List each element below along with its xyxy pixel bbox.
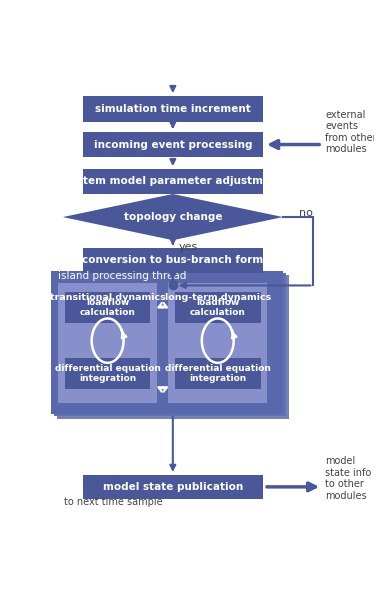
Text: differential equation
integration: differential equation integration	[165, 364, 271, 383]
Text: island processing thread: island processing thread	[58, 271, 187, 281]
Bar	[65, 292, 150, 323]
Text: incoming event processing: incoming event processing	[94, 140, 252, 149]
Text: no: no	[299, 208, 313, 218]
Text: system model parameter adjustment: system model parameter adjustment	[64, 176, 282, 187]
Bar	[83, 132, 263, 157]
Bar	[83, 248, 263, 272]
Bar	[83, 96, 263, 122]
Text: simulation time increment: simulation time increment	[95, 104, 251, 114]
Bar	[57, 275, 289, 419]
Bar	[58, 283, 157, 403]
Text: conversion to bus-branch form: conversion to bus-branch form	[82, 256, 263, 265]
Bar	[168, 283, 267, 403]
Text: transitional dynamics: transitional dynamics	[50, 293, 165, 302]
Text: topology change: topology change	[123, 212, 222, 222]
Text: loadflow
calculation: loadflow calculation	[190, 298, 246, 317]
Polygon shape	[63, 194, 283, 240]
Bar	[175, 358, 261, 389]
Text: long-term dynamics: long-term dynamics	[165, 293, 271, 302]
Text: yes: yes	[179, 242, 198, 253]
Bar	[54, 273, 286, 416]
Bar	[65, 358, 150, 389]
Bar	[83, 169, 263, 194]
Text: differential equation
integration: differential equation integration	[55, 364, 160, 383]
Text: loadflow
calculation: loadflow calculation	[80, 298, 135, 317]
Text: to next time sample: to next time sample	[64, 497, 163, 506]
Text: model
state info
to other
modules: model state info to other modules	[325, 456, 371, 501]
Text: model state publication: model state publication	[103, 482, 243, 492]
Text: external
events
from other
modules: external events from other modules	[325, 110, 374, 154]
Bar	[175, 292, 261, 323]
Bar	[51, 271, 283, 414]
Bar	[83, 475, 263, 499]
